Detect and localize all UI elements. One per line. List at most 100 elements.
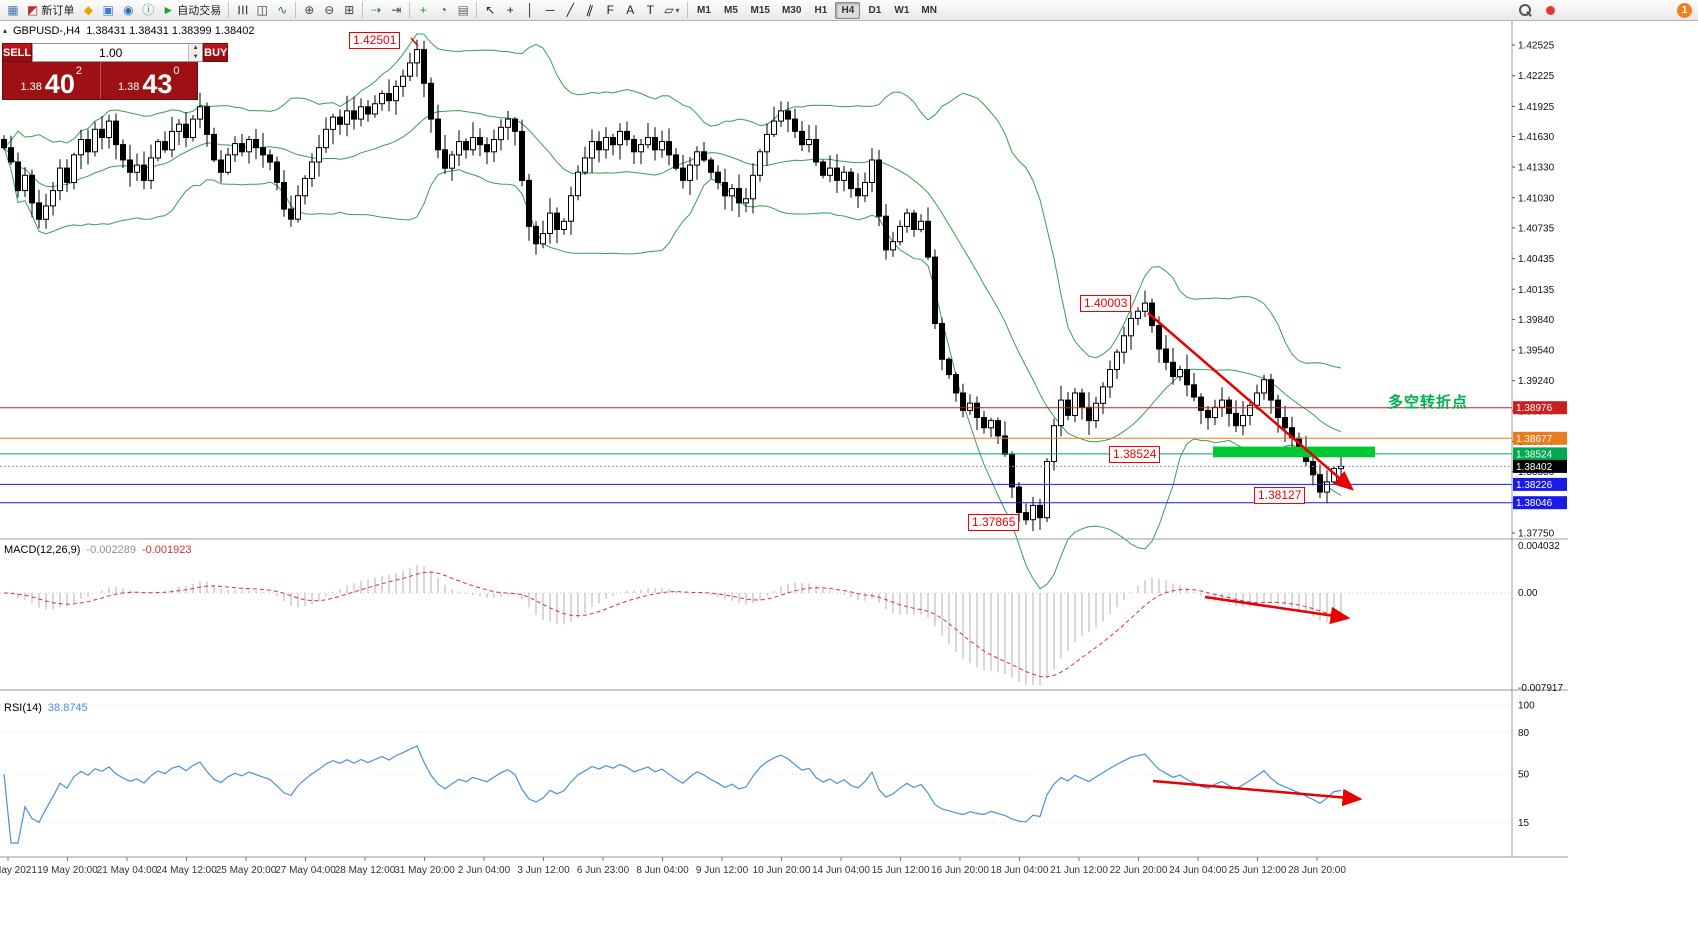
- candles: [1, 39, 1344, 532]
- volume-input[interactable]: [33, 44, 189, 61]
- label-icon[interactable]: T: [640, 1, 660, 19]
- cursor-icon[interactable]: ↖: [480, 1, 500, 19]
- chart-canvas[interactable]: 1.42525 1.42225 1.41925 1.41630 1.41330 1.410…: [0, 21, 1698, 941]
- price-annotation-label[interactable]: 1.38524: [1109, 446, 1161, 463]
- svg-text:1.38677: 1.38677: [1516, 434, 1553, 445]
- bollinger-middle-band: [3, 110, 1342, 443]
- search-icon: [1519, 3, 1532, 17]
- macd-axis-tick: 0.004032: [1518, 541, 1560, 552]
- one-click-trading-panel: SELL ▲ ▼ BUY 1.38 40 2 1.38 43 0: [2, 43, 229, 100]
- price-annotation-label[interactable]: 1.42501: [349, 32, 401, 49]
- line-chart-icon[interactable]: ∿: [272, 1, 292, 19]
- bar-chart-icon[interactable]: ☰: [232, 1, 252, 19]
- fibonacci-icon[interactable]: F: [600, 1, 620, 19]
- shapes-icon[interactable]: ▱ ▾: [660, 1, 683, 19]
- price-axis-tick: 1.39240: [1518, 376, 1555, 387]
- sell-button[interactable]: SELL: [2, 43, 33, 62]
- timeframe-h1-button[interactable]: H1: [814, 4, 828, 16]
- timeframe-h4-button[interactable]: H4: [835, 1, 861, 19]
- svg-text:1.38402: 1.38402: [1516, 462, 1553, 473]
- time-axis-label: 16 Jun 20:00: [931, 865, 989, 876]
- text-icon[interactable]: A: [620, 1, 640, 19]
- volume-down-icon[interactable]: ▼: [189, 52, 203, 61]
- price-axis-label: 1.38226: [1513, 477, 1567, 491]
- vertical-line-icon: │: [526, 3, 535, 17]
- buy-button[interactable]: BUY: [203, 43, 229, 62]
- community-icon[interactable]: ◉: [118, 1, 138, 19]
- buy-price-big: 43: [142, 68, 173, 99]
- trendline-icon: ╱: [566, 3, 574, 17]
- bar-chart-icon: ☰: [235, 4, 250, 16]
- time-axis-label: 24 May 12:00: [156, 865, 217, 876]
- timeframe-m1-button[interactable]: M1: [697, 4, 711, 16]
- chart-shift-icon[interactable]: ⇥: [386, 1, 406, 19]
- autotrading-play-icon: ►: [162, 3, 175, 17]
- time-axis-label: 8 Jun 04:00: [636, 865, 689, 876]
- buy-price-display[interactable]: 1.38 43 0: [99, 62, 198, 99]
- trendline-icon[interactable]: ╱: [560, 1, 580, 19]
- trend-arrow[interactable]: [1152, 779, 1363, 807]
- svg-text:1.38046: 1.38046: [1516, 498, 1553, 509]
- tile-windows-icon[interactable]: ⊞: [339, 1, 359, 19]
- top-toolbar: ▦ ◩ 新订单 ◆ ▣ ◉ ⓘ ► 自动交易 ☰ ◫ ∿ ⊕ ⊖ ⊞ ⇢ ⇥ + ◔ ▤ ↖ + │ ─ ╱ ∥ F A T ▱ ▾ M1 M5…: [0, 0, 1698, 21]
- time-axis-label: 31 May 20:00: [394, 865, 455, 876]
- price-annotation-label[interactable]: 1.40003: [1080, 295, 1132, 312]
- rsi-axis-tick: 100: [1518, 701, 1535, 712]
- expert-advisors-icon[interactable]: ◆: [78, 1, 98, 19]
- timeframe-w1-button[interactable]: W1: [894, 4, 910, 16]
- market-icon[interactable]: ▣: [98, 1, 118, 19]
- volume-up-icon[interactable]: ▲: [189, 44, 203, 53]
- chart-area[interactable]: 1.42525 1.42225 1.41925 1.41630 1.41330 1.410…: [0, 21, 1698, 941]
- time-axis-label: 9 Jun 12:00: [696, 865, 749, 876]
- vertical-line-icon[interactable]: │: [520, 1, 540, 19]
- price-axis-label: 1.38976: [1513, 401, 1567, 415]
- timeframe-m5-button[interactable]: M5: [724, 4, 738, 16]
- auto-scroll-icon[interactable]: ⇢: [366, 1, 386, 19]
- sell-price-sup: 2: [75, 65, 83, 77]
- time-axis-label: 22 Jun 20:00: [1110, 865, 1168, 876]
- alert-badge[interactable]: [1546, 5, 1555, 15]
- zoom-out-icon[interactable]: ⊖: [319, 1, 339, 19]
- timeframe-d1-button[interactable]: D1: [868, 4, 882, 16]
- horizontal-line-icon[interactable]: ─: [540, 1, 560, 19]
- trade-prices-row: 1.38 40 2 1.38 43 0: [2, 62, 198, 100]
- svg-text:1.38524: 1.38524: [1516, 449, 1553, 460]
- sell-price-display[interactable]: 1.38 40 2: [3, 62, 100, 99]
- price-axis-tick: 1.40135: [1518, 285, 1555, 296]
- time-axis-label: 24 Jun 04:00: [1169, 865, 1227, 876]
- highlight-zone-rect[interactable]: [1213, 446, 1375, 458]
- crosshair-icon[interactable]: +: [500, 1, 520, 19]
- chart-window-icon[interactable]: ▦: [3, 1, 23, 19]
- toolbar-items: ▦ ◩ 新订单 ◆ ▣ ◉ ⓘ ► 自动交易 ☰ ◫ ∿ ⊕ ⊖ ⊞ ⇢ ⇥ + ◔ ▤ ↖ + │ ─ ╱ ∥ F A T ▱ ▾ M1 M5…: [3, 1, 943, 19]
- price-annotation-label[interactable]: 1.37865: [968, 514, 1020, 531]
- rsi-axis-tick: 80: [1518, 728, 1530, 739]
- candlestick-chart-icon[interactable]: ◫: [252, 1, 272, 19]
- trend-arrow[interactable]: [1204, 595, 1351, 625]
- price-axis-tick: 1.39540: [1518, 346, 1555, 357]
- info-icon[interactable]: ⓘ: [138, 1, 158, 19]
- channel-icon: ∥: [585, 2, 596, 18]
- templates-icon[interactable]: ▤: [453, 1, 473, 19]
- channel-icon[interactable]: ∥: [580, 1, 600, 19]
- volume-spinner: ▲ ▼: [188, 44, 203, 61]
- periods-clock-icon[interactable]: ◔: [433, 1, 453, 19]
- price-annotation-label[interactable]: 1.38127: [1254, 487, 1306, 504]
- new-order-button[interactable]: ◩ 新订单: [23, 1, 78, 19]
- zoom-in-icon[interactable]: ⊕: [299, 1, 319, 19]
- horizontal-line-icon: ─: [545, 3, 555, 17]
- toolbar-separator: [295, 2, 297, 18]
- crosshair-icon: +: [506, 3, 514, 17]
- timeframe-m15-button[interactable]: M15: [750, 4, 770, 16]
- price-axis-tick: 1.40435: [1518, 254, 1555, 265]
- toolbar-right-cluster: [1515, 1, 1555, 19]
- timeframe-mn-button[interactable]: MN: [921, 4, 937, 16]
- trend-arrow[interactable]: [1147, 312, 1354, 491]
- time-axis-label: 21 Jun 12:00: [1050, 865, 1108, 876]
- autotrading-button[interactable]: ► 自动交易: [158, 1, 225, 19]
- candlestick-chart-icon: ◫: [256, 3, 268, 17]
- add-indicator-icon[interactable]: +: [413, 1, 433, 19]
- notification-badge[interactable]: 1: [1677, 3, 1692, 18]
- timeframe-m30-button[interactable]: M30: [781, 4, 802, 16]
- macd-histogram: [10, 565, 1342, 686]
- search-button[interactable]: [1515, 1, 1536, 19]
